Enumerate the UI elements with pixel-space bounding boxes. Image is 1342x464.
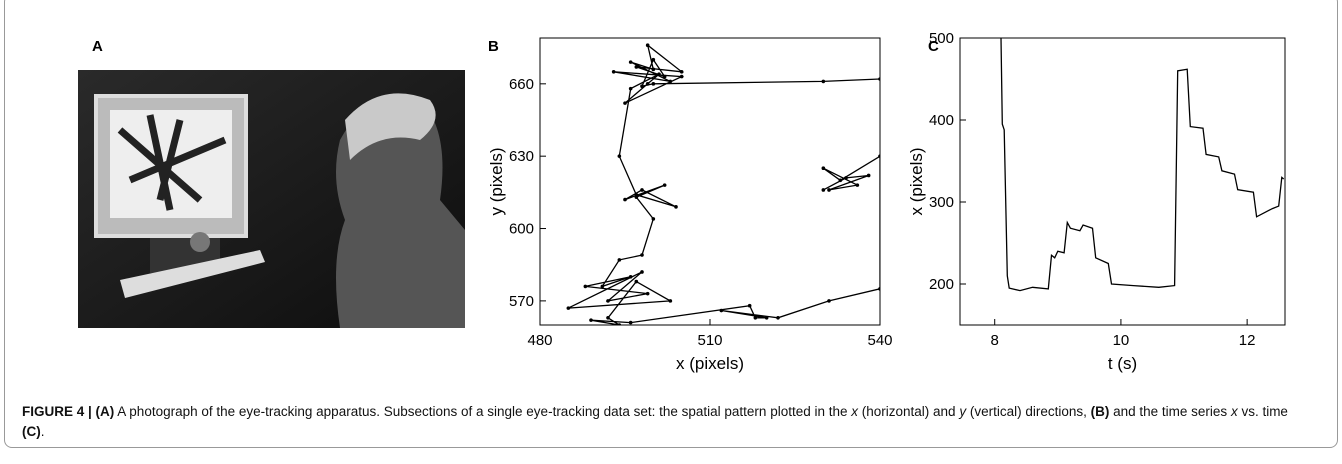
data-point bbox=[663, 183, 667, 187]
data-point bbox=[640, 253, 644, 257]
data-point bbox=[606, 316, 610, 320]
x-tick-label: 8 bbox=[991, 332, 999, 349]
caption-text: . bbox=[41, 424, 45, 439]
data-point bbox=[839, 178, 843, 182]
y-tick-label: 600 bbox=[509, 221, 534, 238]
y-axis-label: y (pixels) bbox=[487, 147, 506, 215]
data-point bbox=[754, 316, 758, 320]
data-point bbox=[878, 154, 882, 158]
data-point bbox=[635, 65, 639, 69]
data-point bbox=[584, 285, 588, 289]
data-point bbox=[657, 72, 661, 76]
data-point bbox=[652, 68, 656, 72]
x-axis-label: x (pixels) bbox=[676, 354, 744, 373]
data-point bbox=[640, 188, 644, 192]
data-point bbox=[652, 82, 656, 86]
data-point bbox=[827, 188, 831, 192]
data-point bbox=[635, 195, 639, 199]
caption-text: A photograph of the eye-tracking apparat… bbox=[114, 404, 851, 419]
data-point bbox=[629, 275, 633, 279]
data-point bbox=[652, 58, 656, 62]
x-tick-label: 12 bbox=[1239, 332, 1256, 349]
data-point bbox=[640, 84, 644, 88]
data-point bbox=[748, 304, 752, 308]
data-point bbox=[827, 299, 831, 303]
y-tick-label: 570 bbox=[509, 293, 534, 310]
panel-label: B bbox=[488, 38, 499, 55]
data-point bbox=[856, 183, 860, 187]
y-tick-label: 400 bbox=[929, 112, 954, 129]
y-axis-label: x (pixels) bbox=[907, 147, 926, 215]
data-point bbox=[646, 292, 650, 296]
y-tick-label: 500 bbox=[929, 30, 954, 47]
x-tick-label: 540 bbox=[867, 332, 892, 349]
page: A B C 480510540570600630660x (pixels)y (… bbox=[0, 0, 1342, 464]
caption: FIGURE 4 | (A) A photograph of the eye-t… bbox=[22, 402, 1312, 442]
y-tick-label: 300 bbox=[929, 194, 954, 211]
plot-area bbox=[567, 43, 882, 326]
data-point bbox=[652, 217, 656, 221]
data-point bbox=[629, 321, 633, 325]
y-tick-label: 660 bbox=[509, 76, 534, 93]
data-point bbox=[822, 80, 826, 84]
data-point bbox=[844, 176, 848, 180]
data-point bbox=[674, 205, 678, 209]
caption-text: and the time series bbox=[1109, 404, 1231, 419]
data-point bbox=[623, 198, 627, 202]
data-point bbox=[629, 60, 633, 64]
data-point bbox=[663, 75, 667, 79]
plot-area bbox=[1001, 38, 1284, 291]
data-point bbox=[822, 188, 826, 192]
data-point bbox=[635, 280, 639, 284]
data-point bbox=[867, 174, 871, 178]
data-point bbox=[878, 287, 882, 291]
data-point bbox=[601, 285, 605, 289]
data-point bbox=[776, 316, 780, 320]
data-point bbox=[646, 82, 650, 86]
y-tick-label: 200 bbox=[929, 276, 954, 293]
data-point bbox=[623, 101, 627, 105]
data-point bbox=[878, 77, 882, 81]
data-point bbox=[680, 70, 684, 74]
y-tick-label: 630 bbox=[509, 148, 534, 165]
data-point bbox=[567, 306, 571, 310]
x-axis-label: t (s) bbox=[1108, 354, 1137, 373]
data-line bbox=[1001, 38, 1284, 291]
data-point bbox=[680, 75, 684, 79]
data-point bbox=[629, 87, 633, 91]
data-line bbox=[568, 45, 880, 325]
x-tick-label: 510 bbox=[697, 332, 722, 349]
x-tick-label: 480 bbox=[527, 332, 552, 349]
caption-text: vs. time bbox=[1238, 404, 1288, 419]
caption-text: (C) bbox=[22, 424, 41, 439]
data-point bbox=[765, 316, 769, 320]
caption-text: (B) bbox=[1091, 404, 1110, 419]
data-point bbox=[646, 43, 650, 47]
panel-label: A bbox=[92, 38, 103, 55]
data-point bbox=[606, 299, 610, 303]
data-point bbox=[612, 70, 616, 74]
data-point bbox=[822, 166, 826, 170]
photograph bbox=[78, 70, 465, 328]
caption-text: (vertical) directions, bbox=[966, 404, 1091, 419]
data-point bbox=[640, 270, 644, 274]
x-tick-label: 10 bbox=[1113, 332, 1130, 349]
data-point bbox=[669, 299, 673, 303]
data-point bbox=[618, 258, 622, 262]
data-point bbox=[669, 80, 673, 84]
caption-text: x bbox=[851, 404, 858, 419]
caption-text: FIGURE 4 | (A) bbox=[22, 404, 114, 419]
data-point bbox=[618, 323, 622, 327]
caption-text: (horizontal) and bbox=[858, 404, 959, 419]
data-point bbox=[618, 154, 622, 158]
data-point bbox=[589, 318, 593, 322]
caption-text: x bbox=[1231, 404, 1238, 419]
data-point bbox=[720, 309, 724, 313]
